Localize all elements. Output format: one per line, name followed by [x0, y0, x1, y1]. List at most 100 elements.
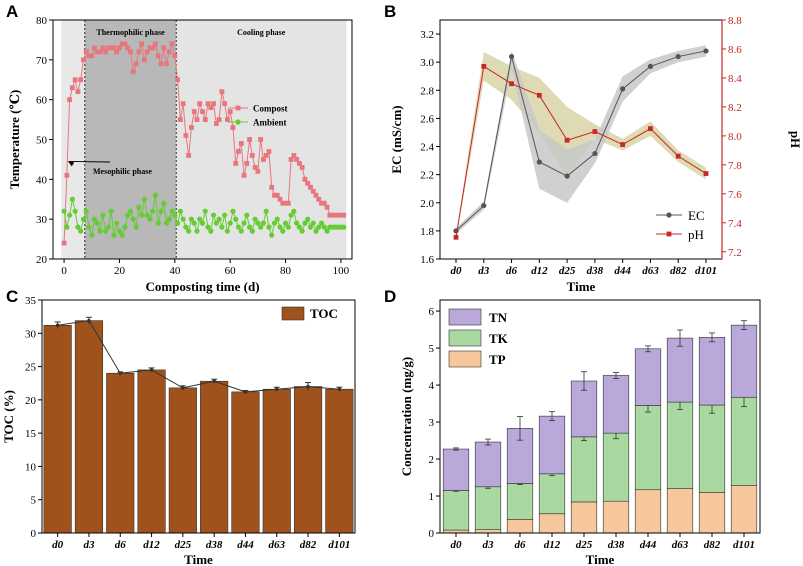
y2-tick-label-7: 8.6 [728, 44, 742, 56]
compost-point-12 [94, 49, 100, 55]
panel-letter-d: D [384, 287, 396, 306]
x-tick-label-0: d0 [451, 539, 463, 551]
ec-point-3 [536, 159, 542, 165]
y2-axis-title: pH [788, 131, 803, 148]
ambient-point-42 [177, 208, 183, 214]
x-tick-label-9: d101 [733, 539, 755, 551]
compost-point-8 [83, 49, 89, 55]
x-tick-label-4: d25 [175, 539, 192, 551]
y-tick-label-6: 6 [429, 306, 435, 318]
compost-point-93 [319, 200, 324, 206]
x-tick-label-2: d6 [115, 539, 127, 551]
chart-c-toc: TOC d0 d3 d6 d12 d25 d38 d44 d63 d82 d101 0 5 10 15 20 2… [1, 295, 356, 566]
ambient-point-73 [263, 208, 269, 214]
ambient-point-101 [341, 224, 347, 230]
compost-point-31 [147, 45, 153, 51]
y-tick-label-4: 60 [36, 95, 48, 107]
x-tick-label-2: d6 [515, 539, 527, 551]
legend-label-compost: Compost [253, 104, 288, 114]
y-tick-label-0: 1.6 [420, 254, 434, 266]
tn-bar-9 [730, 324, 758, 398]
ph-point-9 [703, 171, 709, 176]
annotation-arrow-line [68, 160, 111, 163]
ambient-point-20 [116, 228, 123, 234]
ambient-point-58 [222, 212, 228, 218]
compost-point-10 [89, 53, 95, 59]
toc-bar-5 [200, 380, 229, 534]
legend-label-ph: pH [688, 227, 704, 242]
y-tick-label-6: 80 [36, 15, 48, 27]
toc-bar-2 [106, 372, 135, 534]
compost-point-100 [338, 212, 344, 218]
compost-point-81 [285, 200, 291, 206]
ph-point-8 [675, 153, 681, 159]
compost-point-58 [222, 101, 228, 107]
ec-point-6 [620, 86, 626, 92]
ec-point-9 [703, 48, 709, 54]
x-tick-label-4: d25 [559, 265, 576, 277]
ambient-point-83 [291, 208, 297, 214]
toc-point-9 [337, 387, 342, 392]
toc-trend-line [57, 320, 340, 393]
ambient-point-75 [269, 232, 275, 238]
ambient-point-80 [282, 220, 289, 226]
ambient-point-52 [205, 224, 211, 230]
compost-point-6 [78, 77, 84, 83]
compost-point-98 [332, 212, 338, 218]
compost-point-91 [313, 192, 319, 198]
ambient-point-4 [72, 208, 78, 214]
y-tick-label-8: 3.2 [420, 29, 434, 41]
ambient-point-87 [302, 220, 308, 226]
toc-point-8 [306, 384, 310, 389]
x-tick-label-7: d63 [672, 539, 689, 551]
ambient-point-31 [147, 216, 153, 222]
ambient-point-78 [277, 224, 283, 230]
x-tick-label-9: d101 [695, 265, 717, 277]
compost-point-7 [81, 57, 86, 63]
ambient-point-35 [158, 208, 164, 214]
ambient-point-67 [246, 224, 253, 230]
ambient-point-40 [172, 212, 178, 218]
ambient-point-55 [213, 220, 219, 226]
ambient-point-1 [64, 224, 70, 230]
series-line-ph [455, 65, 707, 238]
ambient-point-16 [105, 224, 111, 230]
x-tick-label-3: d12 [143, 539, 160, 551]
compost-point-55 [213, 121, 219, 126]
tn-bar-1 [474, 441, 502, 488]
ambient-point-18 [111, 232, 117, 238]
x-tick-label-6: d44 [614, 265, 631, 277]
ambient-point-61 [230, 208, 236, 214]
ec-point-2 [508, 53, 515, 60]
x-tick-label-5: d38 [608, 539, 625, 551]
compost-point-23 [125, 45, 131, 51]
ambient-point-49 [197, 216, 203, 222]
ambient-point-79 [280, 228, 286, 234]
ambient-point-12 [94, 220, 100, 226]
ambient-point-38 [166, 216, 172, 222]
compost-point-9 [86, 53, 92, 59]
compost-point-26 [133, 61, 139, 67]
tk-bar-6 [634, 405, 662, 491]
x-axis-title: Composting time (d) [145, 279, 259, 294]
x-axis-title: Time [586, 552, 615, 566]
x-tick-label-1: d3 [483, 539, 495, 551]
compost-point-84 [294, 157, 300, 162]
compost-point-64 [238, 141, 244, 146]
tp-bar-7 [666, 488, 694, 534]
compost-point-72 [261, 157, 266, 162]
toc-point-6 [243, 390, 248, 394]
ambient-point-88 [305, 216, 311, 222]
compost-point-14 [100, 45, 106, 51]
ambient-point-57 [219, 224, 225, 230]
panel-letter-c: C [6, 287, 18, 306]
ambient-point-72 [260, 220, 267, 226]
compost-point-52 [205, 101, 211, 107]
y-tick-label-2: 40 [36, 174, 48, 186]
compost-point-29 [141, 57, 147, 63]
ambient-point-8 [83, 208, 89, 214]
y-tick-label-2: 2.0 [420, 198, 434, 210]
compost-point-61 [230, 125, 236, 130]
y-tick-label-1: 1.8 [420, 226, 434, 238]
compost-point-28 [139, 41, 144, 47]
